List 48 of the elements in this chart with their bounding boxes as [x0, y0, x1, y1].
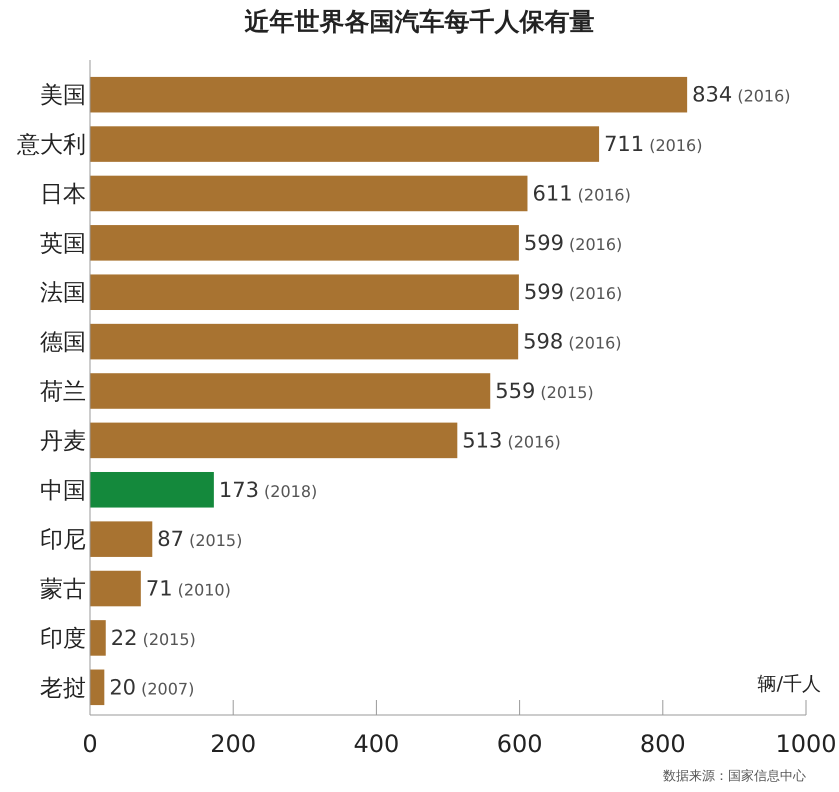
bar	[90, 324, 518, 360]
bar	[90, 570, 141, 606]
y-tick-label: 英国	[40, 230, 86, 257]
y-tick-label: 荷兰	[40, 379, 86, 405]
data-label: 711 (2016)	[604, 132, 702, 156]
data-label: 22 (2015)	[110, 626, 196, 650]
x-tick-label: 600	[496, 730, 543, 758]
bar	[90, 373, 490, 409]
x-tick-label: 1000	[775, 730, 837, 758]
y-tick-label: 美国	[40, 82, 86, 109]
data-label: 87 (2015)	[157, 527, 242, 552]
bar	[90, 422, 458, 458]
y-tick-label: 印尼	[40, 527, 86, 554]
x-tick-label: 200	[210, 730, 256, 758]
chart-title: 近年世界各国汽车每千人保有量	[244, 7, 594, 36]
x-tick-label: 400	[353, 730, 400, 758]
data-label: 20 (2007)	[109, 675, 194, 700]
bar	[90, 225, 519, 261]
bar	[90, 274, 519, 310]
source-note: 数据来源：国家信息中心	[663, 768, 806, 784]
bar	[90, 472, 214, 508]
x-tick-label: 0	[82, 730, 98, 758]
data-label: 599 (2016)	[524, 280, 622, 304]
bar	[90, 126, 600, 162]
data-label: 559 (2015)	[495, 379, 594, 403]
data-label: 598 (2016)	[523, 330, 622, 354]
y-tick-label: 丹麦	[40, 428, 86, 454]
data-label: 173 (2018)	[218, 478, 318, 502]
bar	[90, 176, 528, 212]
y-tick-label: 老挝	[40, 675, 86, 702]
data-label: 611 (2016)	[532, 181, 631, 206]
data-label: 599 (2016)	[524, 230, 622, 255]
bar	[90, 620, 106, 656]
y-tick-label: 蒙古	[40, 576, 86, 603]
x-axis-title: 辆/千人	[758, 673, 821, 695]
bar	[90, 670, 104, 706]
y-tick-label: 中国	[40, 478, 86, 504]
y-tick-label: 日本	[40, 181, 86, 208]
data-label: 834 (2016)	[692, 82, 791, 107]
bar	[90, 521, 152, 557]
y-tick-label: 意大利	[16, 132, 86, 158]
x-tick-label: 800	[640, 730, 686, 758]
data-label: 513 (2016)	[462, 428, 561, 452]
y-tick-label: 印度	[40, 626, 86, 652]
y-tick-label: 德国	[40, 330, 86, 356]
bar	[90, 76, 688, 112]
data-label: 71 (2010)	[146, 576, 231, 601]
y-tick-label: 法国	[40, 280, 86, 306]
